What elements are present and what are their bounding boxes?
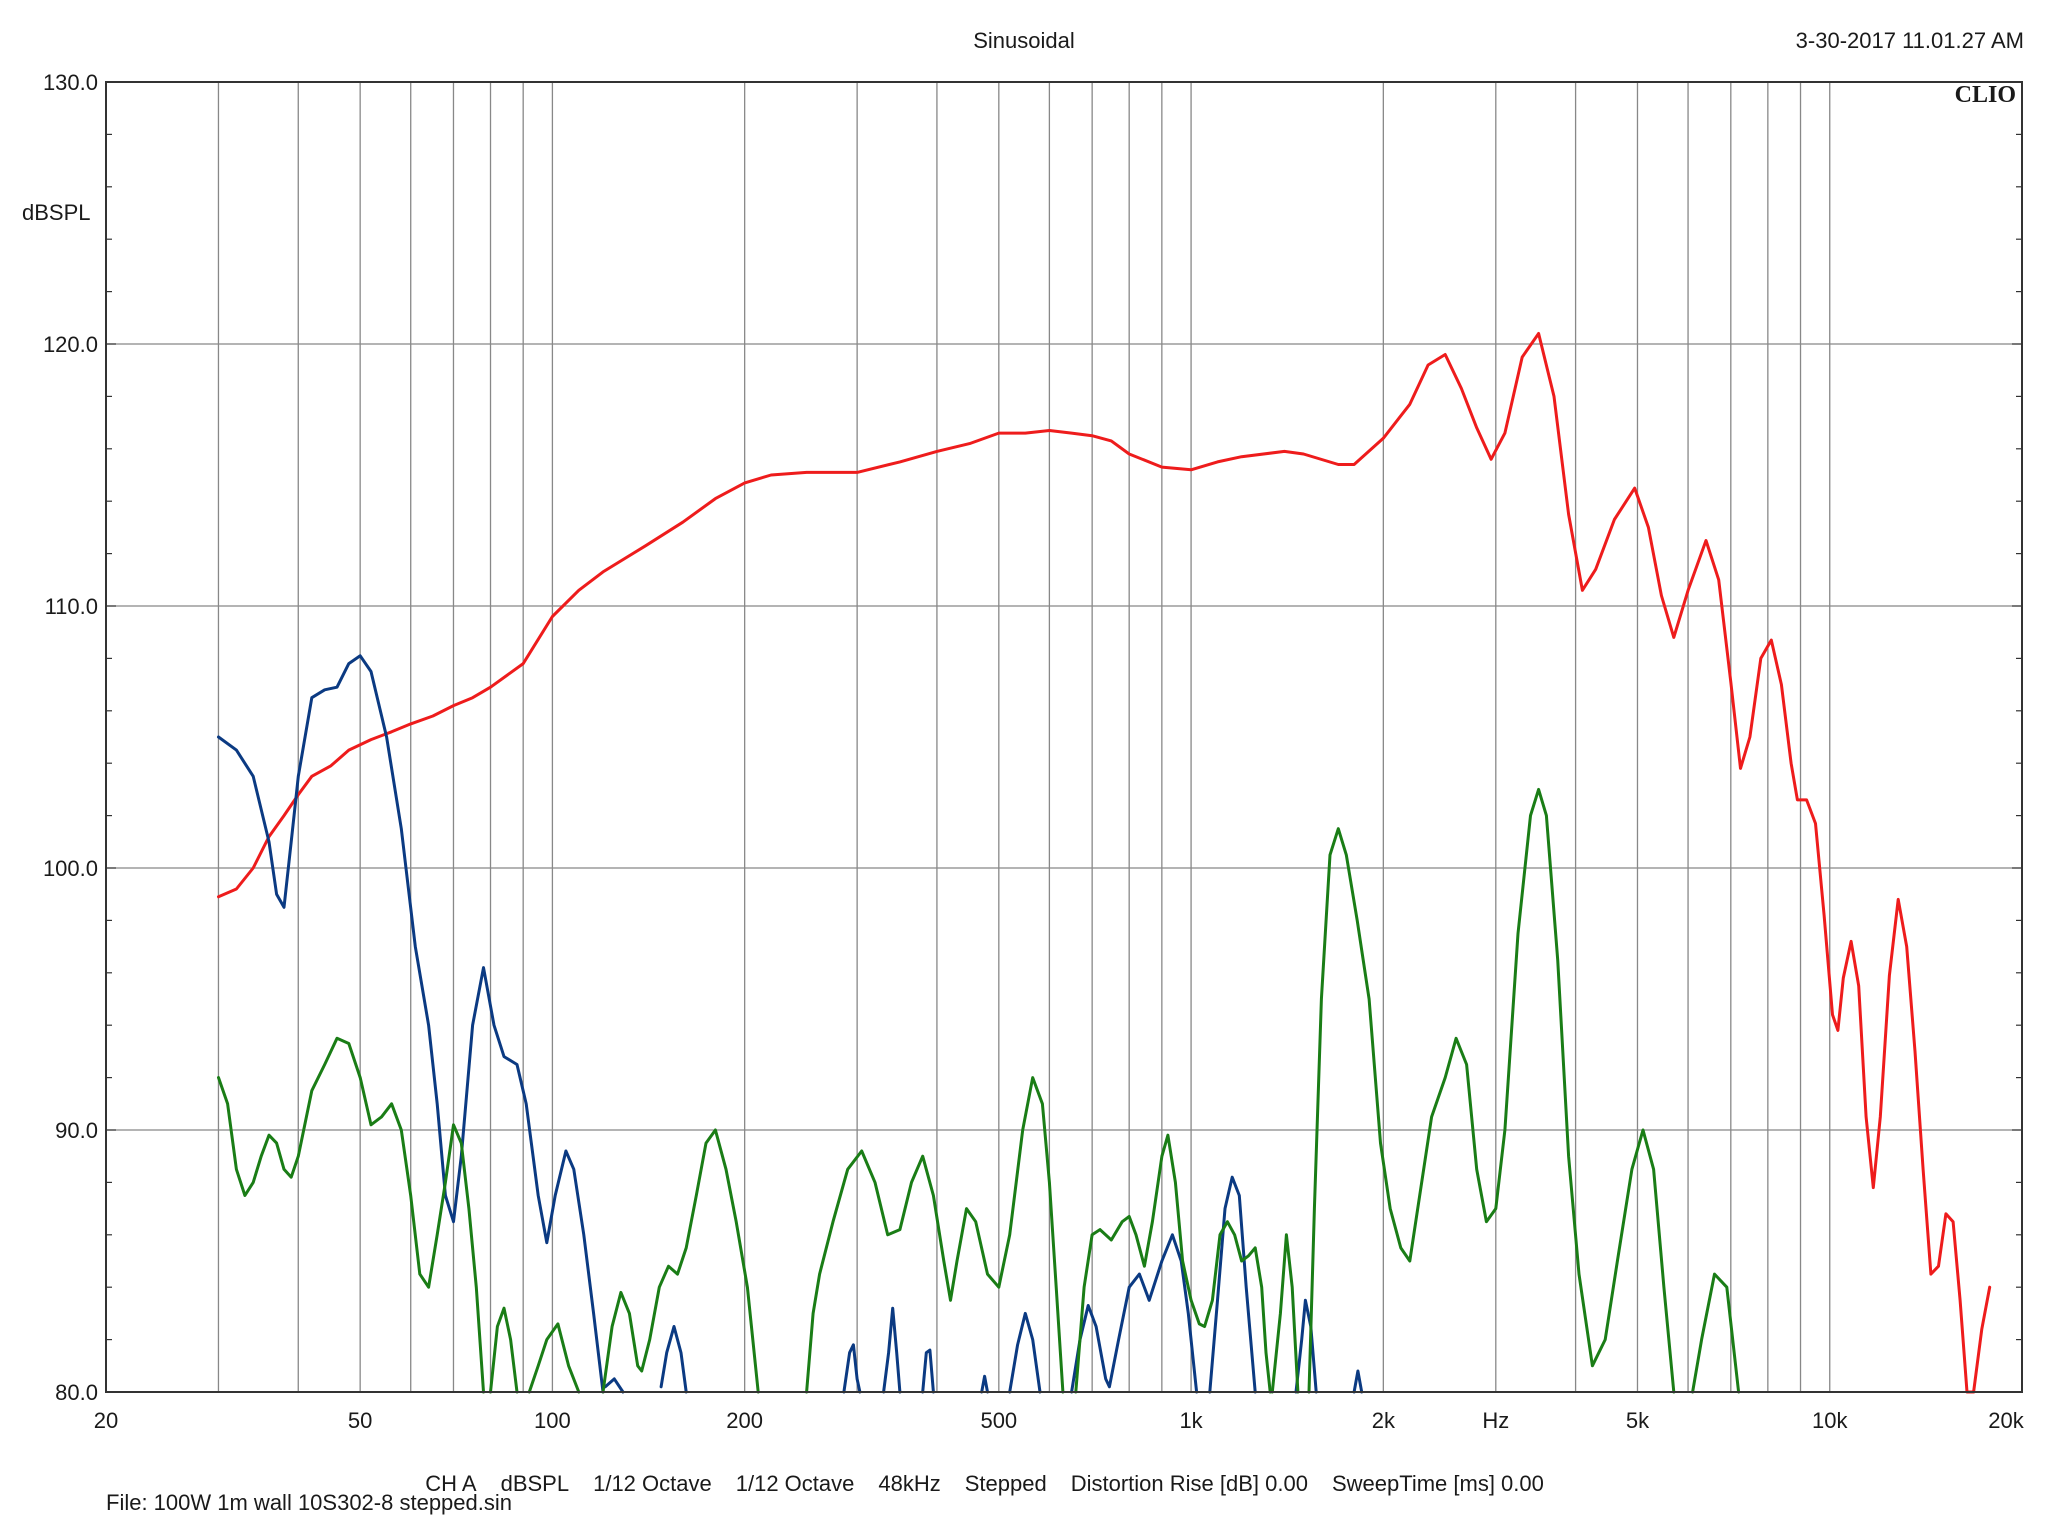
series-line-blue bbox=[1352, 1369, 1364, 1394]
series-line-green bbox=[489, 1306, 519, 1394]
x-tick-label: 500 bbox=[980, 1408, 1017, 1433]
series-line-green bbox=[805, 1076, 1065, 1394]
x-tick-label: 2k bbox=[1372, 1408, 1396, 1433]
series-line-green bbox=[601, 1128, 760, 1394]
measurement-settings: CH A dBSPL 1/12 Octave 1/12 Octave 48kHz Step… bbox=[413, 1445, 1568, 1497]
setting-units: dBSPL bbox=[500, 1471, 570, 1496]
series-line-blue bbox=[1008, 1311, 1042, 1394]
tick-layer: 130.0 120.0 110.0 100.0 90.0 80.0 20 50 100 200 50… bbox=[43, 70, 2025, 1433]
series-line-blue bbox=[842, 1343, 862, 1394]
series-line-blue bbox=[1294, 1298, 1318, 1394]
y-tick-label: 90.0 bbox=[55, 1118, 98, 1143]
x-tick-label: 50 bbox=[348, 1408, 372, 1433]
series-line-blue bbox=[980, 1374, 989, 1394]
setting-distortion-rise: Distortion Rise [dB] 0.00 bbox=[1070, 1471, 1308, 1496]
x-tick-label: 100 bbox=[534, 1408, 571, 1433]
x-tick-label: Hz bbox=[1482, 1408, 1509, 1433]
setting-smoothing-1: 1/12 Octave bbox=[593, 1471, 712, 1496]
series-line-blue bbox=[1208, 1175, 1257, 1394]
series-line-green bbox=[527, 1322, 581, 1394]
series-line-red bbox=[217, 332, 1992, 1394]
y-tick-label: 110.0 bbox=[45, 594, 98, 619]
series-line-green bbox=[217, 1036, 485, 1394]
setting-channel: CH A bbox=[425, 1471, 477, 1496]
clio-logo: CLIO bbox=[1954, 82, 2016, 108]
x-tick-label: 20k bbox=[1988, 1408, 2024, 1433]
series-line-blue bbox=[659, 1325, 688, 1394]
setting-sweep-time: SweepTime [ms] 0.00 bbox=[1331, 1471, 1544, 1496]
y-tick-label: 80.0 bbox=[55, 1380, 98, 1405]
chart-title: Sinusoidal bbox=[973, 28, 1075, 53]
series-line-blue bbox=[603, 1377, 625, 1394]
x-tick-label: 20 bbox=[94, 1408, 118, 1433]
series-line-green bbox=[1074, 1133, 1272, 1394]
setting-sweep-mode: Stepped bbox=[964, 1471, 1047, 1496]
series-layer bbox=[217, 332, 1992, 1394]
series-line-green bbox=[1307, 787, 1676, 1394]
x-tick-label: 5k bbox=[1626, 1408, 1650, 1433]
grid bbox=[106, 82, 2022, 1392]
series-line-green bbox=[1691, 1272, 1741, 1394]
x-tick-label: 200 bbox=[726, 1408, 763, 1433]
file-name: File: 100W 1m wall 10S302-8 stepped.sin bbox=[106, 1490, 512, 1515]
plot-frame bbox=[105, 81, 2023, 1393]
y-tick-label: 100.0 bbox=[43, 856, 98, 881]
setting-sample-rate: 48kHz bbox=[878, 1471, 941, 1496]
series-line-green bbox=[1270, 1233, 1300, 1394]
y-tick-label: 120.0 bbox=[43, 332, 98, 357]
series-line-blue bbox=[921, 1348, 935, 1394]
setting-smoothing-2: 1/12 Octave bbox=[735, 1471, 855, 1496]
series-line-blue bbox=[1070, 1233, 1199, 1394]
series-line-blue bbox=[217, 654, 605, 1394]
timestamp: 3-30-2017 11.01.27 AM bbox=[1795, 28, 2024, 53]
x-tick-label: 10k bbox=[1812, 1408, 1848, 1433]
y-axis-label: dBSPL bbox=[22, 200, 91, 225]
x-tick-label: 1k bbox=[1179, 1408, 1203, 1433]
y-tick-label: 130.0 bbox=[43, 70, 98, 95]
series-line-blue bbox=[882, 1306, 902, 1394]
